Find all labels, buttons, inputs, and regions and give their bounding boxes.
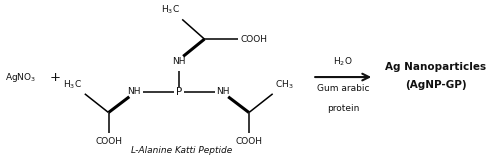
- Text: COOH: COOH: [95, 137, 122, 146]
- Text: COOH: COOH: [240, 35, 267, 44]
- Text: H$_2$O: H$_2$O: [334, 56, 353, 68]
- Text: NH: NH: [172, 57, 186, 66]
- Text: L-Alanine Katti Peptide: L-Alanine Katti Peptide: [130, 146, 232, 154]
- Text: H$_3$C: H$_3$C: [161, 4, 180, 16]
- Text: CH$_3$: CH$_3$: [274, 78, 293, 91]
- Text: P: P: [176, 87, 182, 97]
- Text: AgNO$_3$: AgNO$_3$: [4, 71, 36, 83]
- Text: protein: protein: [327, 104, 360, 113]
- Text: NH: NH: [216, 87, 230, 96]
- Text: (AgNP-GP): (AgNP-GP): [405, 80, 466, 90]
- Text: NH: NH: [128, 87, 141, 96]
- Text: +: +: [50, 71, 60, 83]
- Text: Ag Nanoparticles: Ag Nanoparticles: [386, 62, 486, 72]
- Text: COOH: COOH: [236, 137, 262, 146]
- Text: H$_3$C: H$_3$C: [64, 78, 82, 91]
- Text: Gum arabic: Gum arabic: [317, 84, 370, 93]
